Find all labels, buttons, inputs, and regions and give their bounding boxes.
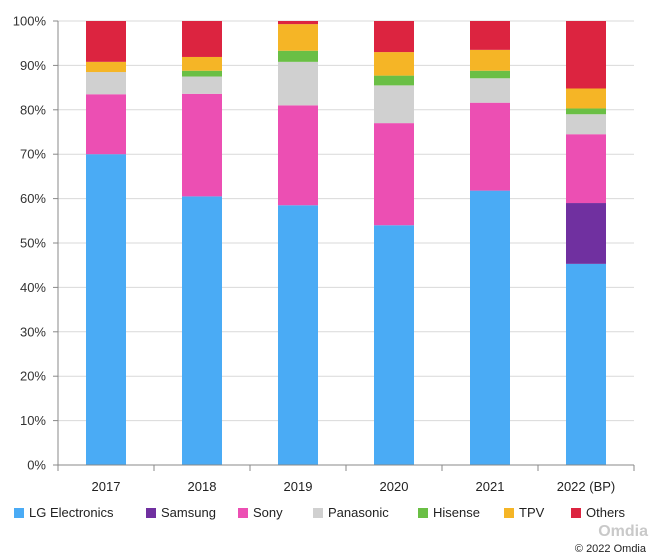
omdia-watermark: Omdia (598, 523, 648, 540)
legend-swatch-panasonic (313, 508, 323, 518)
y-tick-label: 60% (20, 191, 46, 206)
x-category-label: 2019 (284, 479, 313, 494)
legend-swatch-tpv (504, 508, 514, 518)
legend-swatch-others (571, 508, 581, 518)
legend-label: Sony (253, 505, 283, 520)
x-category-label: 2021 (476, 479, 505, 494)
y-tick-label: 100% (13, 14, 47, 29)
y-tick-label: 20% (20, 369, 46, 384)
x-category-label: 2017 (92, 479, 121, 494)
y-tick-label: 50% (20, 236, 46, 251)
bar-segment-panasonic (470, 78, 510, 103)
legend-label: Hisense (433, 505, 480, 520)
y-tick-label: 90% (20, 58, 46, 73)
bar-segment-panasonic (86, 72, 126, 95)
bar-segment-lg-electronics (374, 225, 414, 465)
gridlines (58, 20, 634, 422)
bar-segment-tpv (278, 24, 318, 51)
x-category-label: 2018 (188, 479, 217, 494)
bar-segment-sony (182, 93, 222, 197)
bar-segment-others (278, 21, 318, 25)
bar-segment-lg-electronics (182, 196, 222, 465)
x-axis-ticks: 2017 2018 2019 2020 2021 2022 (BP) (57, 465, 635, 494)
bar-segment-lg-electronics (566, 263, 606, 465)
bar-segment-tpv (374, 52, 414, 76)
bar-segment-tpv (182, 56, 222, 71)
bar-segment-tpv (566, 88, 606, 109)
y-tick-label: 10% (20, 413, 46, 428)
bar-segment-samsung (566, 203, 606, 264)
legend-label: Samsung (161, 505, 216, 520)
bars (86, 21, 606, 465)
bar-segment-tpv (86, 61, 126, 73)
bar-segment-lg-electronics (278, 205, 318, 465)
y-tick-label: 80% (20, 102, 46, 117)
bar-segment-others (182, 21, 222, 57)
bar-segment-sony (278, 105, 318, 206)
bar-segment-panasonic (566, 114, 606, 135)
bar-segment-lg-electronics (86, 154, 126, 465)
bar-segment-sony (374, 123, 414, 226)
legend-label: TPV (519, 505, 545, 520)
legend-label: Others (586, 505, 626, 520)
legend-label: LG Electronics (29, 505, 114, 520)
y-axis-ticks: 0% 10% 20% 30% 40% 50% 60% 70% 80% 90% 100% (13, 14, 58, 473)
y-tick-label: 70% (20, 147, 46, 162)
bar-segment-others (470, 21, 510, 50)
bar-segment-hisense (566, 108, 606, 115)
bar-segment-hisense (470, 70, 510, 79)
bar-segment-panasonic (374, 85, 414, 124)
legend: LG Electronics Samsung Sony Panasonic Hisens… (14, 505, 626, 520)
copyright-notice: © 2022 Omdia (574, 543, 646, 555)
bar-segment-sony (566, 134, 606, 204)
bar-segment-others (566, 21, 606, 89)
x-category-label: 2020 (380, 479, 409, 494)
bar-segment-sony (86, 94, 126, 155)
bar-segment-others (374, 21, 414, 53)
bar-segment-sony (470, 102, 510, 191)
legend-swatch-hisense (418, 508, 428, 518)
bar-segment-hisense (374, 75, 414, 86)
y-tick-label: 30% (20, 324, 46, 339)
bar-segment-others (86, 21, 126, 62)
bar-segment-lg-electronics (470, 190, 510, 465)
legend-swatch-lg-electronics (14, 508, 24, 518)
legend-label: Panasonic (328, 505, 389, 520)
bar-segment-panasonic (182, 76, 222, 94)
bar-segment-hisense (182, 70, 222, 77)
legend-swatch-sony (238, 508, 248, 518)
y-tick-label: 0% (27, 458, 46, 473)
bar-segment-tpv (470, 49, 510, 71)
bar-segment-hisense (278, 50, 318, 62)
x-category-label: 2022 (BP) (557, 479, 616, 494)
bar-segment-panasonic (278, 61, 318, 106)
y-tick-label: 40% (20, 280, 46, 295)
legend-swatch-samsung (146, 508, 156, 518)
